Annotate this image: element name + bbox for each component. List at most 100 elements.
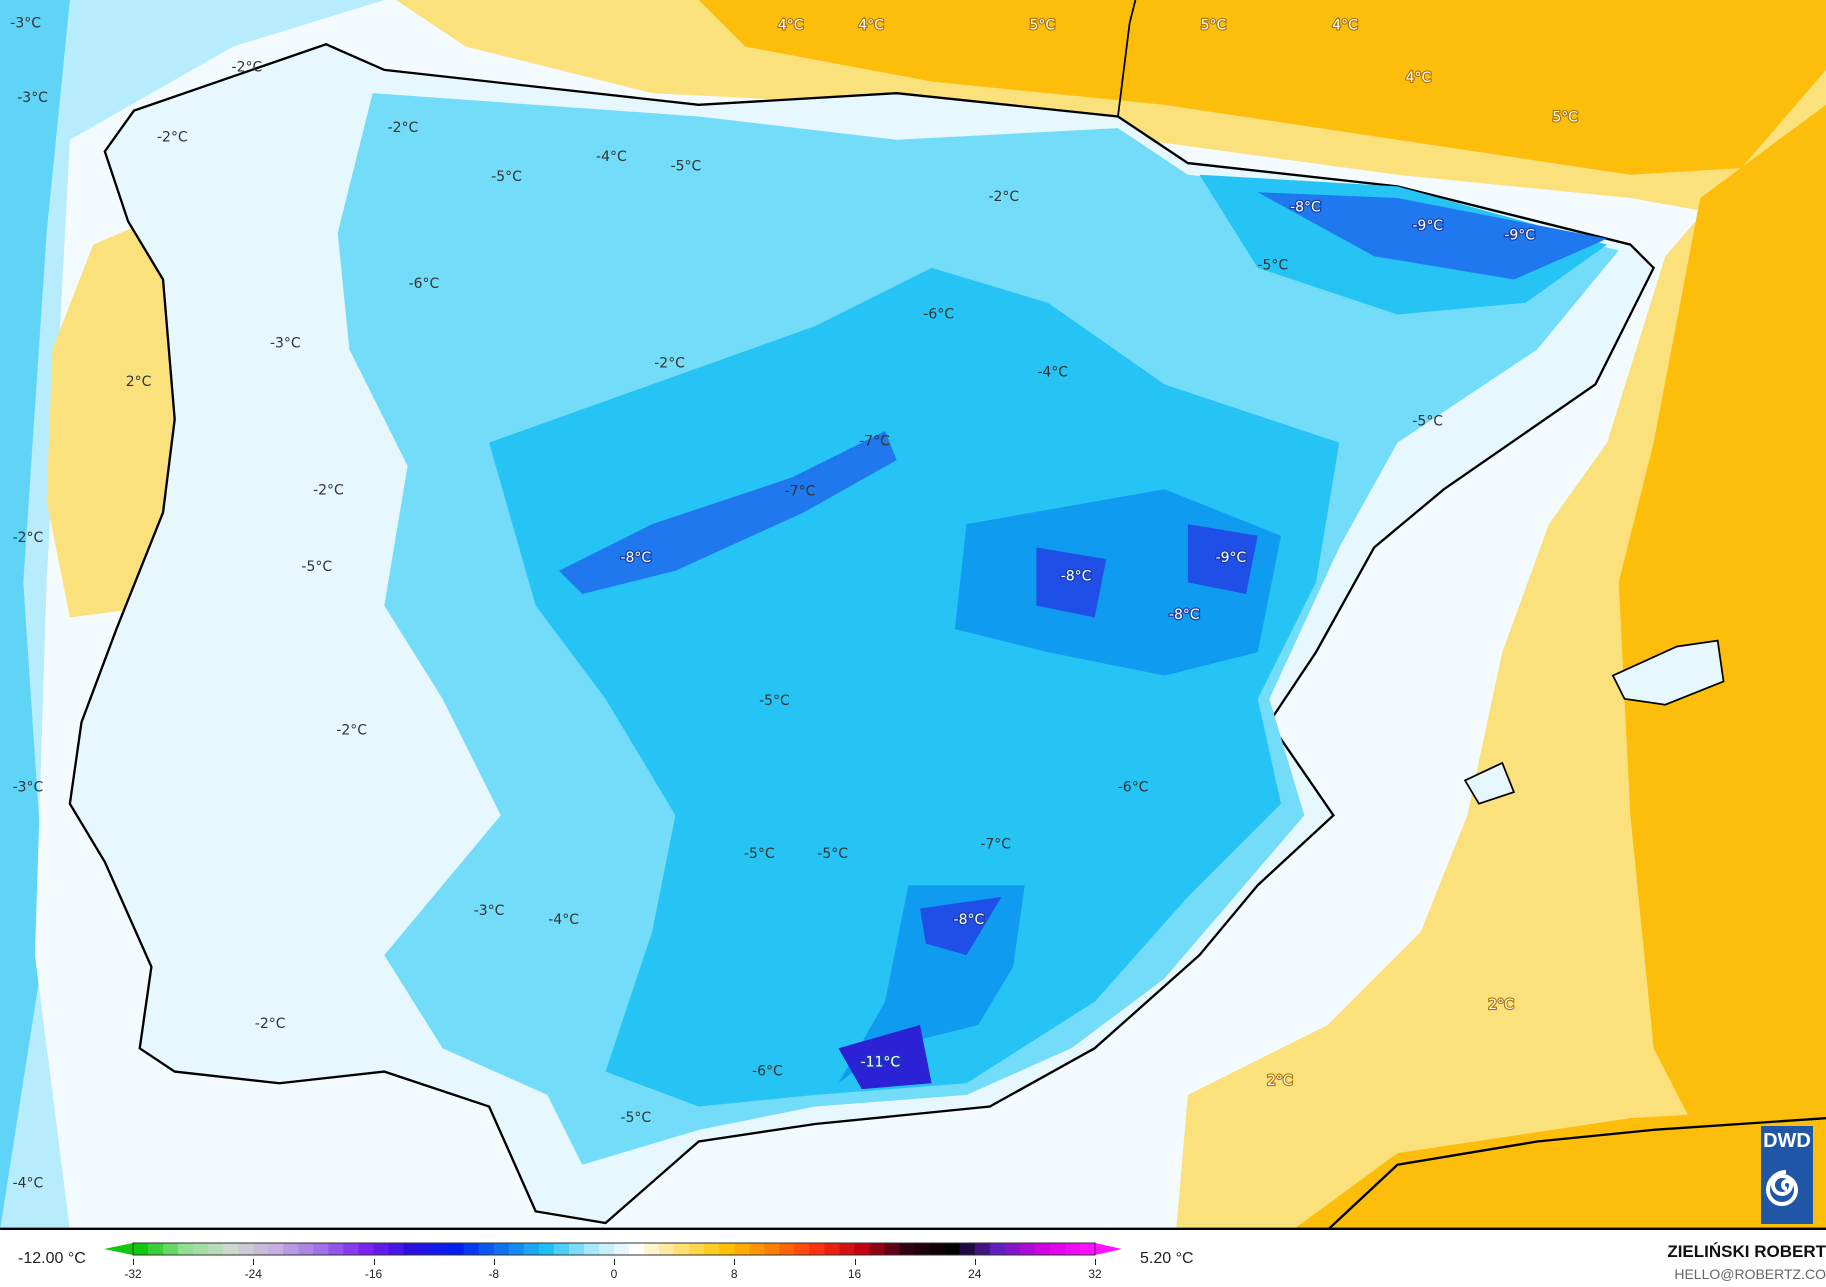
colorbar-segment — [568, 1243, 585, 1255]
colorbar-segment — [1049, 1243, 1066, 1255]
temp-label: -9°C — [1216, 550, 1247, 566]
cazorla-coldest — [919, 896, 1002, 956]
temp-label: -2°C — [13, 530, 44, 546]
spiral-icon — [1765, 1170, 1798, 1206]
temp-label: -5°C — [817, 846, 848, 862]
colorbar-segment — [809, 1243, 826, 1255]
temp-label: -2°C — [313, 482, 344, 498]
tick-label: 24 — [968, 1267, 982, 1281]
color-legend: -12.00 °C -32 -24 -16 -8 0 8 16 24 32 5.20 °C ZI… — [0, 1230, 1826, 1287]
colorbar-segment — [598, 1243, 615, 1255]
temp-label: 4°C — [1332, 18, 1358, 34]
temp-label: -5°C — [671, 159, 702, 175]
colorbar-segment — [403, 1243, 420, 1255]
temp-label: 2°C — [126, 374, 152, 390]
cuenca-coldest — [1036, 547, 1107, 618]
colorbar-segment — [1019, 1243, 1036, 1255]
temp-label: 5°C — [1029, 18, 1055, 34]
central-system-cold — [558, 430, 897, 595]
colorbar-segment — [629, 1243, 645, 1255]
temp-label: -3°C — [474, 903, 505, 919]
temp-label: -8°C — [1290, 199, 1321, 215]
tick-mark — [734, 1259, 736, 1265]
colorbar-segment — [869, 1243, 886, 1255]
colorbar-segment — [1064, 1243, 1081, 1255]
temp-label: -7°C — [859, 433, 890, 449]
temp-label: -2°C — [255, 1016, 286, 1032]
temp-label: -2°C — [157, 129, 188, 145]
colorbar-segment — [238, 1243, 254, 1255]
temp-label: -6°C — [752, 1064, 783, 1080]
author-email: HELLO@ROBERTZ.CO — [1674, 1266, 1826, 1282]
warm-north-orange — [698, 0, 1826, 175]
author-name: ZIELIŃSKI ROBERT — [1667, 1242, 1826, 1261]
colorbar-segment — [749, 1243, 765, 1255]
temp-label: 4°C — [778, 18, 804, 34]
temp-label: 4°C — [858, 18, 884, 34]
colorbar-segment — [824, 1243, 841, 1255]
colorbar — [104, 1242, 1122, 1256]
colorbar-segment — [1034, 1243, 1051, 1255]
temp-label: 5°C — [1201, 18, 1227, 34]
colorbar-segment — [418, 1243, 435, 1255]
pyrenees-coldest-zone — [1257, 192, 1608, 280]
temp-label: -5°C — [1258, 258, 1289, 274]
temp-label: -2°C — [988, 189, 1019, 205]
colorbar-segment — [944, 1243, 961, 1255]
colorbar-segment — [704, 1243, 720, 1255]
atlantic-warm-strip — [46, 209, 187, 618]
colorbar-segment — [1004, 1243, 1021, 1255]
colorbar-segment — [508, 1243, 525, 1255]
temp-label: -3°C — [13, 779, 44, 795]
tick-mark — [133, 1259, 134, 1265]
tick-mark — [974, 1259, 976, 1265]
tick-mark — [493, 1259, 495, 1265]
colorbar-segment — [253, 1243, 269, 1255]
colorbar-segment — [929, 1243, 946, 1255]
colorbar-segment — [268, 1243, 284, 1255]
temp-label: 2°C — [1267, 1073, 1293, 1089]
credit: ZIELIŃSKI ROBERT HELLO@ROBERTZ.CO — [1667, 1242, 1826, 1282]
colorbar-segment — [989, 1243, 1006, 1255]
colorbar-segment — [899, 1243, 916, 1255]
tick-mark — [253, 1259, 255, 1265]
colorbar-segment — [538, 1243, 555, 1255]
colorbar-segment — [884, 1243, 901, 1255]
temp-label: -5°C — [1412, 414, 1443, 430]
temp-label: -4°C — [1037, 365, 1068, 381]
temp-label: -7°C — [785, 484, 816, 500]
temperature-labels: -3°C -3°C -2°C -2°C -2°C 4°C 4°C 5°C 5°C… — [10, 15, 1579, 1191]
sierra-nevada-extreme — [838, 1025, 932, 1090]
dwd-logo-text: DWD — [1763, 1130, 1811, 1152]
colorbar-segment — [523, 1243, 540, 1255]
colorbar-segment — [854, 1243, 871, 1255]
colorbar-segment — [388, 1243, 405, 1255]
colorbar-segment — [583, 1243, 600, 1255]
colorbar-segment — [719, 1243, 735, 1255]
tick-mark — [614, 1259, 615, 1265]
temp-label: -3°C — [10, 15, 41, 31]
colder-zone — [489, 267, 1340, 1107]
temp-label: -2°C — [654, 355, 685, 371]
temp-label: -4°C — [548, 912, 579, 928]
tick-label: -16 — [364, 1267, 383, 1281]
tick-label: -8 — [488, 1267, 500, 1281]
colorbar-segment — [193, 1243, 209, 1255]
temp-label: 2°C — [1488, 997, 1514, 1013]
temp-label: -8°C — [1061, 569, 1092, 585]
colorbar-segment — [614, 1243, 630, 1255]
colorbar-segment — [343, 1243, 360, 1255]
tick-mark — [373, 1259, 375, 1265]
temp-label: -3°C — [17, 90, 48, 106]
colorbar-segment — [208, 1243, 224, 1255]
colorbar-segment — [553, 1243, 570, 1255]
temp-label: -9°C — [1504, 227, 1535, 243]
colorbar-segment — [689, 1243, 705, 1255]
temp-label: -5°C — [301, 559, 332, 575]
colorbar-segment — [298, 1243, 314, 1255]
temp-label: 5°C — [1552, 110, 1578, 126]
colorbar-segment — [839, 1243, 856, 1255]
colorbar-segment — [734, 1243, 750, 1255]
temp-label: -4°C — [596, 149, 627, 165]
temp-label: -5°C — [759, 693, 790, 709]
